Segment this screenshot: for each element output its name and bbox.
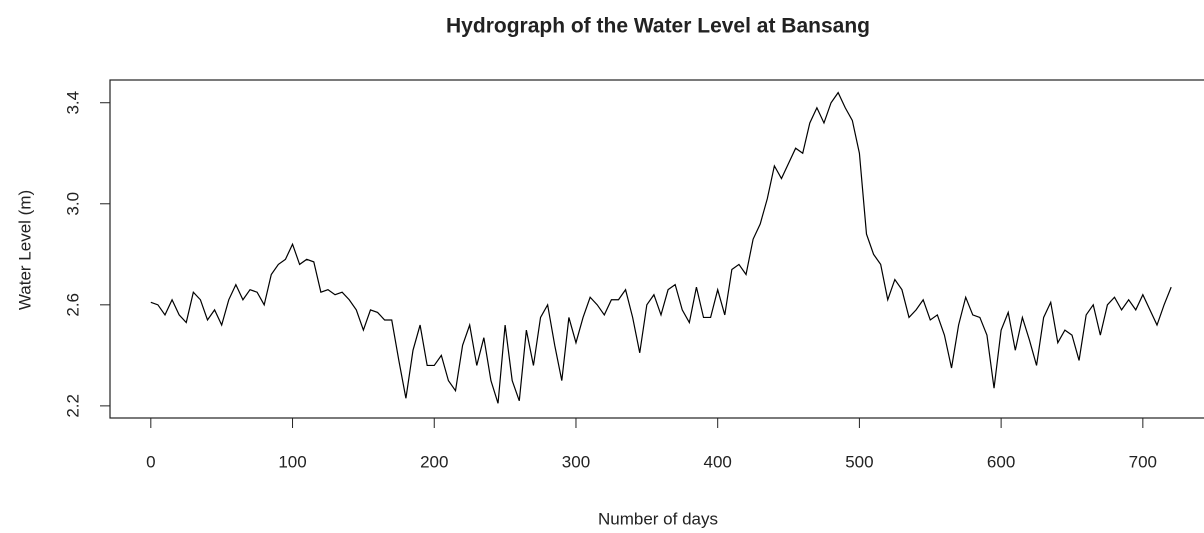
y-tick-label: 2.2 bbox=[63, 394, 82, 418]
x-axis-label: Number of days bbox=[598, 509, 718, 528]
x-tick-label: 400 bbox=[703, 452, 731, 471]
y-tick-label: 2.6 bbox=[63, 293, 82, 317]
data-line bbox=[150, 91, 1172, 404]
y-axis-label: Water Level (m) bbox=[15, 190, 34, 310]
y-tick-label: 3.4 bbox=[63, 91, 82, 115]
x-tick-label: 600 bbox=[987, 452, 1015, 471]
x-tick-label: 500 bbox=[845, 452, 873, 471]
x-tick-label: 0 bbox=[146, 452, 155, 471]
x-tick-label: 700 bbox=[1129, 452, 1157, 471]
chart-title: Hydrograph of the Water Level at Bansang bbox=[446, 15, 870, 38]
x-tick-label: 200 bbox=[420, 452, 448, 471]
x-tick-label: 100 bbox=[278, 452, 306, 471]
y-tick-label: 3.0 bbox=[63, 192, 82, 216]
x-tick-label: 300 bbox=[562, 452, 590, 471]
plot-frame bbox=[109, 79, 1204, 419]
